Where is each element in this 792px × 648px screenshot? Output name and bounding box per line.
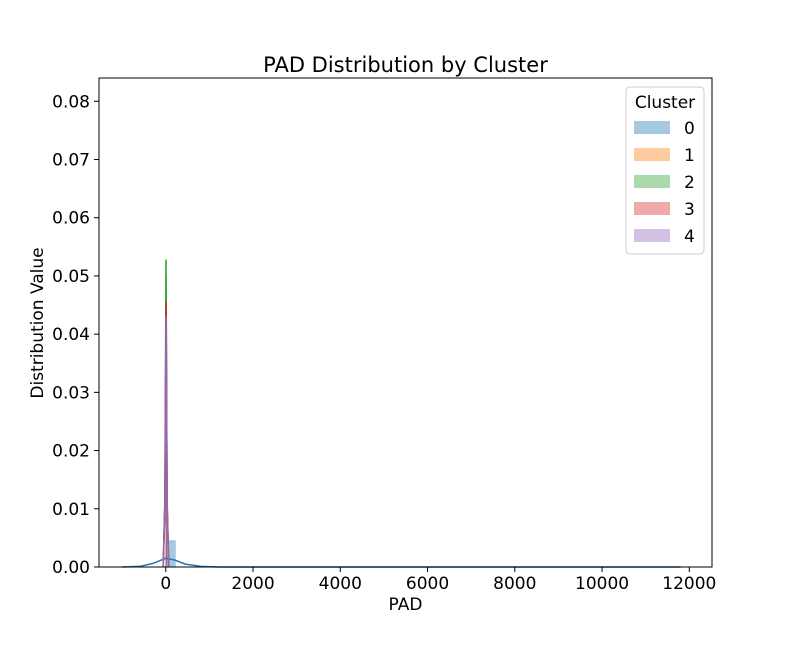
x-tick-label: 2000 [231, 574, 274, 594]
kde-line-cluster-4 [162, 316, 170, 568]
legend-label-cluster-2: 2 [684, 173, 695, 193]
legend-swatch-cluster-2 [634, 175, 670, 188]
y-tick-label: 0.07 [52, 151, 90, 171]
legend-label-cluster-0: 0 [684, 119, 695, 139]
legend-swatch-cluster-3 [634, 202, 670, 215]
legend-label-cluster-3: 3 [684, 200, 695, 220]
legend-swatch-cluster-4 [634, 229, 670, 242]
chart-title: PAD Distribution by Cluster [263, 53, 548, 77]
y-tick-label: 0.06 [52, 209, 90, 229]
x-axis-label: PAD [389, 595, 423, 615]
legend-label-cluster-1: 1 [684, 146, 695, 166]
y-tick-label: 0.02 [52, 442, 90, 462]
x-tick-label: 4000 [319, 574, 362, 594]
legend-swatch-cluster-1 [634, 148, 670, 161]
y-axis-label: Distribution Value [28, 247, 48, 398]
y-axis: 0.00 0.01 0.02 0.03 0.04 0.05 0.06 0.07 0.08 [52, 92, 99, 578]
y-tick-label: 0.03 [52, 383, 90, 403]
y-tick-label: 0.05 [52, 267, 90, 287]
x-tick-label: 8000 [493, 574, 536, 594]
legend-box [625, 86, 705, 255]
x-tick-label: 0 [160, 574, 171, 594]
legend-swatch-cluster-0 [634, 121, 670, 134]
y-tick-label: 0.00 [52, 558, 90, 578]
y-tick-label: 0.01 [52, 500, 90, 520]
plot-area [122, 259, 681, 568]
axes-frame [98, 77, 713, 568]
legend-label-cluster-4: 4 [684, 227, 695, 247]
kde-line-cluster-0 [122, 557, 681, 568]
histogram-bar-cluster-0 [165, 540, 176, 567]
legend-title: Cluster [635, 93, 695, 113]
y-tick-label: 0.08 [52, 92, 90, 112]
x-axis: 0 2000 4000 6000 8000 10000 12000 [160, 567, 716, 594]
x-tick-label: 6000 [406, 574, 449, 594]
legend: Cluster 0 1 2 3 4 [625, 86, 705, 255]
x-tick-label: 10000 [575, 574, 629, 594]
y-tick-label: 0.04 [52, 325, 90, 345]
x-tick-label: 12000 [662, 574, 716, 594]
